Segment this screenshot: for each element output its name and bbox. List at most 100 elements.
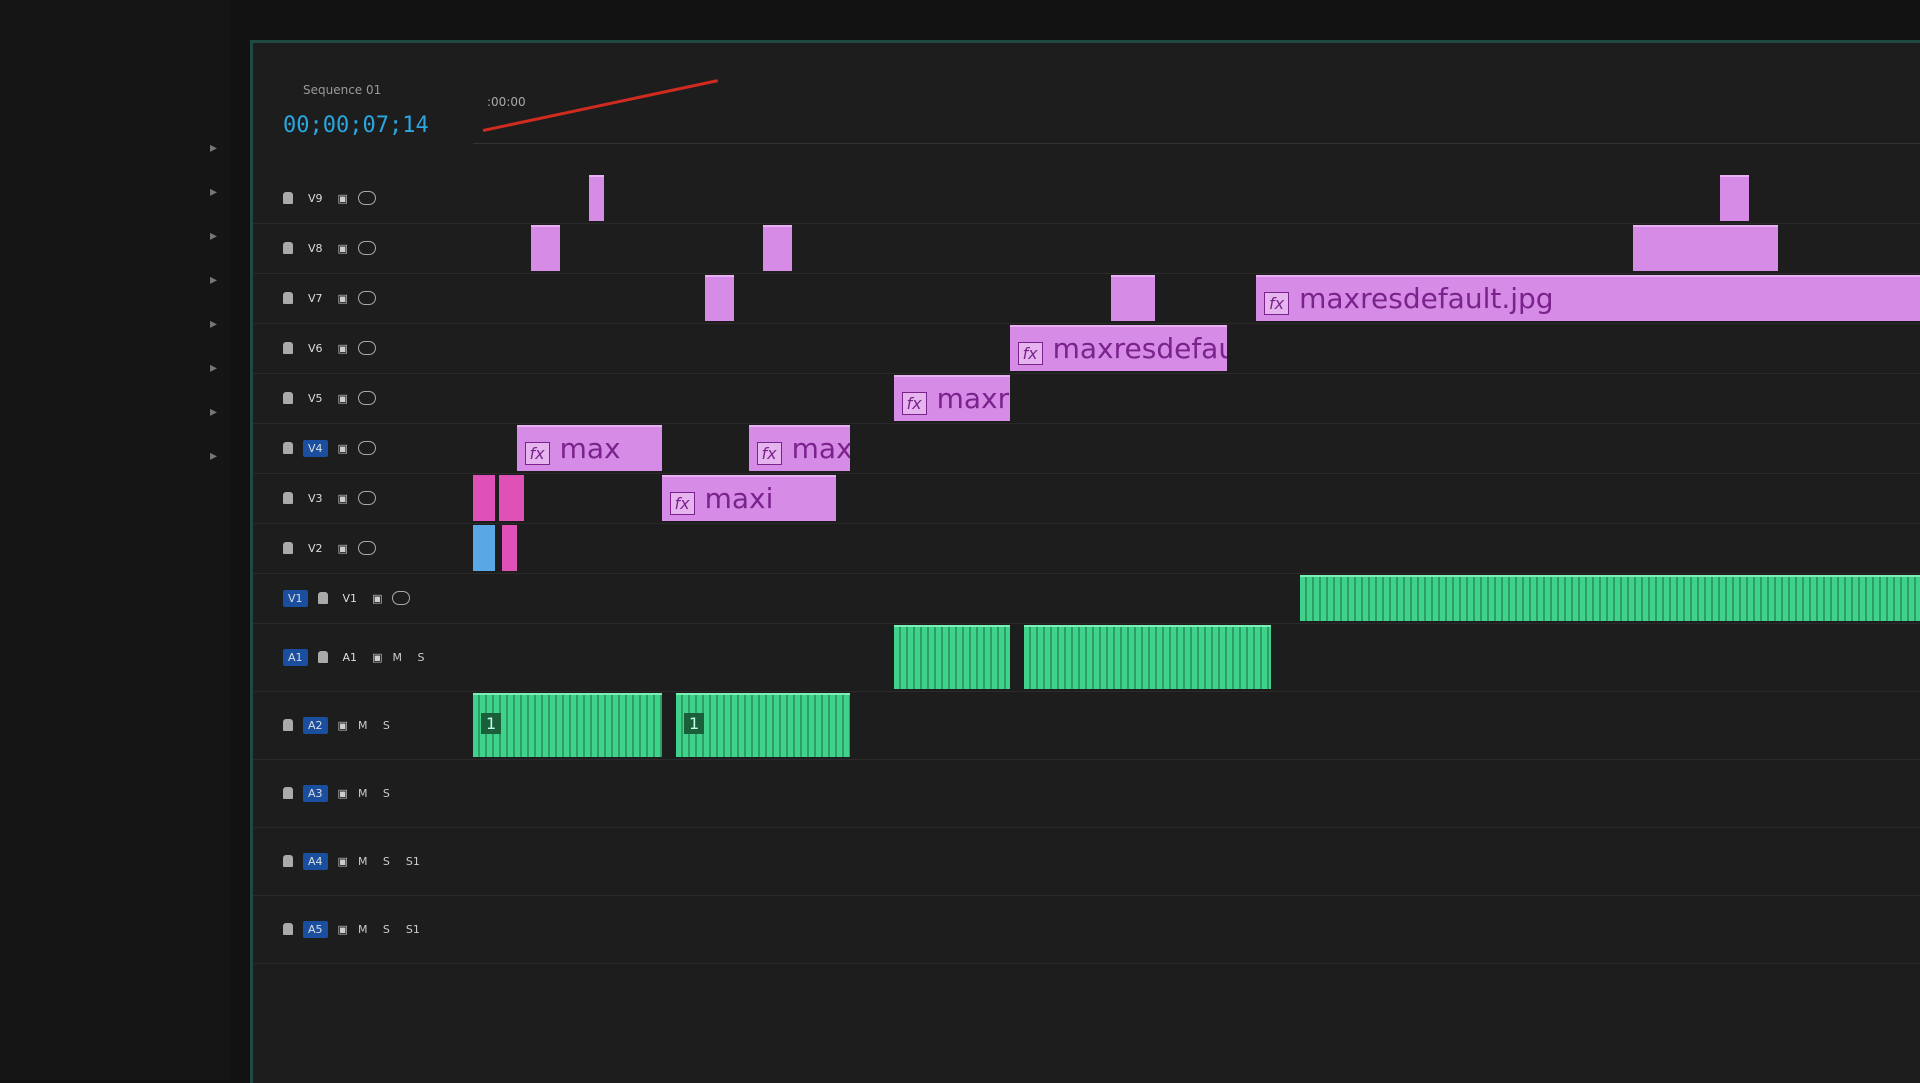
eye-icon[interactable] — [358, 491, 376, 505]
clip-name: maxresdefault.jpg — [1299, 282, 1553, 315]
fx-badge-icon: fx — [1264, 292, 1289, 315]
track-label[interactable]: A3 — [303, 785, 328, 802]
lock-icon[interactable] — [283, 292, 293, 304]
track-label[interactable]: V1 — [338, 590, 363, 607]
eye-icon[interactable] — [358, 191, 376, 205]
track-label[interactable]: A4 — [303, 853, 328, 870]
type-tool-icon[interactable]: ▸ — [210, 448, 226, 464]
track-header: V3 ▣ — [253, 473, 473, 523]
track-label[interactable]: V9 — [303, 190, 328, 207]
ripple-edit-tool-icon[interactable]: ▸ — [210, 228, 226, 244]
sync-icon[interactable]: ▣ — [338, 855, 348, 868]
lock-icon[interactable] — [283, 192, 293, 204]
track-label[interactable]: V8 — [303, 240, 328, 257]
video-clip[interactable] — [499, 475, 524, 521]
eye-icon[interactable] — [358, 241, 376, 255]
sync-icon[interactable]: ▣ — [338, 242, 348, 255]
audio-clip[interactable] — [894, 625, 1010, 689]
lock-icon[interactable] — [283, 492, 293, 504]
video-clip[interactable] — [1111, 275, 1155, 321]
tools-panel: ▸ ▸ ▸ ▸ ▸ ▸ ▸ ▸ — [200, 140, 240, 1080]
sync-icon[interactable]: ▣ — [372, 651, 382, 664]
clip-name: maxre — [792, 432, 850, 465]
lock-icon[interactable] — [283, 719, 293, 731]
video-clip[interactable]: fx maxresdefault.jpg — [1256, 275, 1920, 321]
video-clip[interactable] — [763, 225, 792, 271]
sync-icon[interactable]: ▣ — [338, 192, 348, 205]
razor-tool-icon[interactable]: ▸ — [210, 272, 226, 288]
sync-icon[interactable]: ▣ — [338, 342, 348, 355]
lock-icon[interactable] — [283, 342, 293, 354]
mute-solo-buttons[interactable]: M S — [358, 855, 396, 868]
track-label[interactable]: A1 — [338, 649, 363, 666]
project-panel — [0, 0, 230, 1080]
eye-icon[interactable] — [358, 391, 376, 405]
video-clip[interactable] — [531, 225, 560, 271]
video-clip[interactable] — [589, 175, 604, 221]
lock-icon[interactable] — [283, 787, 293, 799]
video-clip[interactable] — [705, 275, 734, 321]
eye-icon[interactable] — [358, 441, 376, 455]
sync-icon[interactable]: ▣ — [338, 492, 348, 505]
lock-icon[interactable] — [283, 392, 293, 404]
mute-solo-buttons[interactable]: M S — [358, 923, 396, 936]
timecode-display[interactable]: 00;00;07;14 — [283, 113, 429, 138]
eye-icon[interactable] — [392, 591, 410, 605]
sync-icon[interactable]: ▣ — [338, 787, 348, 800]
audio-clip[interactable]: 1 — [473, 693, 662, 757]
lock-icon[interactable] — [318, 592, 328, 604]
lock-icon[interactable] — [283, 242, 293, 254]
sync-icon[interactable]: ▣ — [338, 542, 348, 555]
slip-tool-icon[interactable]: ▸ — [210, 316, 226, 332]
sync-icon[interactable]: ▣ — [338, 923, 348, 936]
video-clip[interactable] — [473, 475, 495, 521]
sync-icon[interactable]: ▣ — [338, 719, 348, 732]
mute-solo-buttons[interactable]: M S — [358, 719, 396, 732]
sync-icon[interactable]: ▣ — [372, 592, 382, 605]
mute-solo-buttons[interactable]: M S — [392, 651, 430, 664]
source-patch[interactable]: V1 — [283, 590, 308, 607]
eye-icon[interactable] — [358, 341, 376, 355]
lock-icon[interactable] — [283, 923, 293, 935]
video-clip[interactable] — [502, 525, 517, 571]
track-label[interactable]: V3 — [303, 490, 328, 507]
lock-icon[interactable] — [283, 542, 293, 554]
pen-tool-icon[interactable]: ▸ — [210, 360, 226, 376]
track-label[interactable]: V4 — [303, 440, 328, 457]
eye-icon[interactable] — [358, 291, 376, 305]
video-clip[interactable] — [1633, 225, 1778, 271]
lock-icon[interactable] — [283, 442, 293, 454]
audio-clip[interactable] — [1300, 575, 1920, 621]
sync-icon[interactable]: ▣ — [338, 442, 348, 455]
track-label[interactable]: V7 — [303, 290, 328, 307]
selection-tool-icon[interactable]: ▸ — [210, 140, 226, 156]
sequence-tab[interactable]: Sequence 01 — [303, 83, 381, 97]
source-patch[interactable]: A1 — [283, 649, 308, 666]
lock-icon[interactable] — [318, 651, 328, 663]
track-label[interactable]: V6 — [303, 340, 328, 357]
lock-icon[interactable] — [283, 855, 293, 867]
track-header: A5 ▣ M S S1 — [253, 895, 473, 963]
video-clip[interactable] — [473, 525, 495, 571]
track-label[interactable]: A2 — [303, 717, 328, 734]
eye-icon[interactable] — [358, 541, 376, 555]
video-clip[interactable] — [1720, 175, 1749, 221]
track-select-tool-icon[interactable]: ▸ — [210, 184, 226, 200]
audio-clip[interactable]: 1 — [676, 693, 850, 757]
mute-solo-buttons[interactable]: M S — [358, 787, 396, 800]
audio-clip[interactable] — [1024, 625, 1271, 689]
sync-icon[interactable]: ▣ — [338, 392, 348, 405]
voice-over-label: S1 — [406, 923, 420, 936]
track-label[interactable]: A5 — [303, 921, 328, 938]
track-label[interactable]: V5 — [303, 390, 328, 407]
hand-tool-icon[interactable]: ▸ — [210, 404, 226, 420]
track-label[interactable]: V2 — [303, 540, 328, 557]
sync-icon[interactable]: ▣ — [338, 292, 348, 305]
time-ruler[interactable]: :00:00 — [473, 83, 1920, 144]
